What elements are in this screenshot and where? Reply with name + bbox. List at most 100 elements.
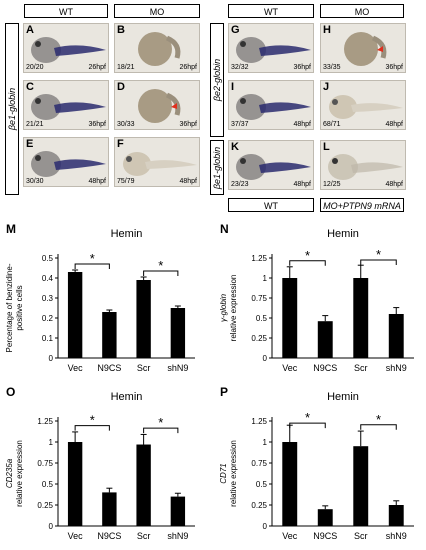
significance-bracket [289, 422, 326, 429]
y-axis-label: CD235a [5, 458, 14, 488]
chart-title: Hemin [111, 391, 143, 403]
gene-label-be1-left-text: βe1-globin [7, 87, 17, 131]
panel-letter: J [323, 81, 330, 93]
x-tick-label: shN9 [167, 531, 188, 541]
x-tick-label: N9CS [97, 531, 121, 541]
x-tick-label: Scr [137, 531, 151, 541]
y-tick-label: 0.25 [251, 334, 267, 343]
significance-star: * [90, 413, 95, 428]
y-tick-label: 0.25 [37, 501, 53, 510]
panel-count: 30/33 [117, 121, 135, 128]
embryo-panel-f: F 75/79 48hpf [114, 137, 200, 187]
embryo-panel-a: A 20/20 26hpf [23, 23, 109, 73]
x-tick-label: Vec [68, 363, 84, 373]
panel-count: 12/25 [323, 181, 341, 188]
chart-title: Hemin [111, 228, 143, 240]
panel-letter: F [117, 138, 124, 150]
y-axis-label: γ-globin [219, 293, 228, 322]
chart-p: Hemin CD71 relative expression 0 0.25 0.5 0.75… [219, 391, 414, 541]
embryo-panel-h: H 33/35 36hpf [320, 23, 406, 73]
panel-stage: 36hpf [293, 64, 311, 71]
chart-title: Hemin [327, 391, 359, 403]
gene-label-be2-text: βe2-globin [212, 58, 222, 102]
bar [136, 444, 151, 526]
panel-letter: K [231, 141, 239, 153]
bar [102, 492, 117, 526]
chart-letter-p: P [220, 385, 229, 399]
panel-stage: 48hpf [385, 181, 403, 188]
bar [67, 442, 83, 526]
chart-letter-o: O [6, 385, 16, 399]
gene-label-be1-left: βe1-globin [5, 23, 19, 195]
x-tick-label: Vec [68, 531, 84, 541]
chart-letter-m: M [6, 222, 16, 236]
y-tick-label: 0.2 [42, 314, 54, 323]
panel-stage: 48hpf [293, 181, 311, 188]
significance-bracket [74, 263, 110, 269]
y-tick-label: 0.3 [42, 294, 54, 303]
panel-letter: E [26, 138, 34, 150]
panel-count: 33/35 [323, 64, 341, 71]
panel-count: 30/30 [26, 178, 44, 185]
header-right-wt: WT [228, 4, 314, 18]
panel-stage: 48hpf [179, 178, 197, 185]
x-tick-label: N9CS [313, 363, 337, 373]
panel-count: 37/37 [231, 121, 249, 128]
x-tick-label: Vec [282, 363, 298, 373]
panel-count: 21/21 [26, 121, 44, 128]
x-tick-label: shN9 [167, 363, 188, 373]
y-tick-label: 0 [263, 522, 268, 531]
embryo-panel-c: C 21/21 36hpf [23, 80, 109, 130]
panel-letter: A [26, 24, 34, 36]
embryo-panel-l: L 12/25 48hpf [320, 140, 406, 190]
y-axis-label: relative expression [15, 440, 24, 507]
y-tick-label: 0.5 [42, 254, 54, 263]
y-tick-label: 0.5 [256, 480, 268, 489]
bar [170, 496, 186, 526]
significance-bracket [143, 270, 179, 276]
y-tick-label: 0 [49, 522, 54, 531]
significance-star: * [376, 412, 381, 427]
panel-count: 23/23 [231, 181, 249, 188]
panel-count: 32/32 [231, 64, 249, 71]
y-tick-label: 1 [263, 274, 268, 283]
significance-bracket [143, 427, 179, 434]
embryo-panel-d: D 30/33 36hpf [114, 80, 200, 130]
chart-o: Hemin CD235a relative expression 0 0.25 0.5 0.… [5, 391, 195, 541]
bar [282, 278, 298, 358]
panel-stage: 48hpf [88, 178, 106, 185]
y-axis-label: positive cells [15, 285, 24, 330]
y-axis-label: relative expression [229, 275, 238, 342]
chart-n: Hemin γ-globin relative expression 0 0.25 0.5… [219, 228, 414, 373]
bottom-label-rescue: MO+PTPN9 mRNA [320, 198, 404, 212]
panel-stage: 26hpf [88, 64, 106, 71]
panel-letter: I [231, 81, 235, 93]
significance-star: * [90, 251, 95, 266]
significance-bracket [74, 425, 110, 431]
header-right-mo: MO [320, 4, 404, 18]
panel-stage: 36hpf [179, 121, 197, 128]
gene-label-be2: βe2-globin [210, 23, 224, 137]
panel-letter: B [117, 24, 125, 36]
x-tick-label: Scr [137, 363, 151, 373]
chart-m: Hemin Percentage of benzidine-positive ce… [5, 228, 195, 373]
bar [282, 442, 298, 526]
panel-count: 75/79 [117, 178, 135, 185]
bar [67, 272, 83, 358]
embryo-panel-j: J 68/71 48hpf [320, 80, 406, 130]
y-tick-label: 0.75 [251, 294, 267, 303]
x-tick-label: Vec [282, 531, 298, 541]
embryo-panel-e: E 30/30 48hpf [23, 137, 109, 187]
bar [353, 446, 369, 526]
y-tick-label: 0.4 [42, 274, 54, 283]
panel-letter: C [26, 81, 34, 93]
significance-bracket [289, 260, 326, 266]
bar [353, 278, 369, 358]
y-tick-label: 1.25 [37, 417, 53, 426]
y-tick-label: 0.25 [251, 501, 267, 510]
bar [102, 312, 117, 358]
significance-star: * [376, 247, 381, 262]
bar [388, 505, 404, 526]
y-tick-label: 0.75 [251, 459, 267, 468]
panel-stage: 36hpf [385, 64, 403, 71]
